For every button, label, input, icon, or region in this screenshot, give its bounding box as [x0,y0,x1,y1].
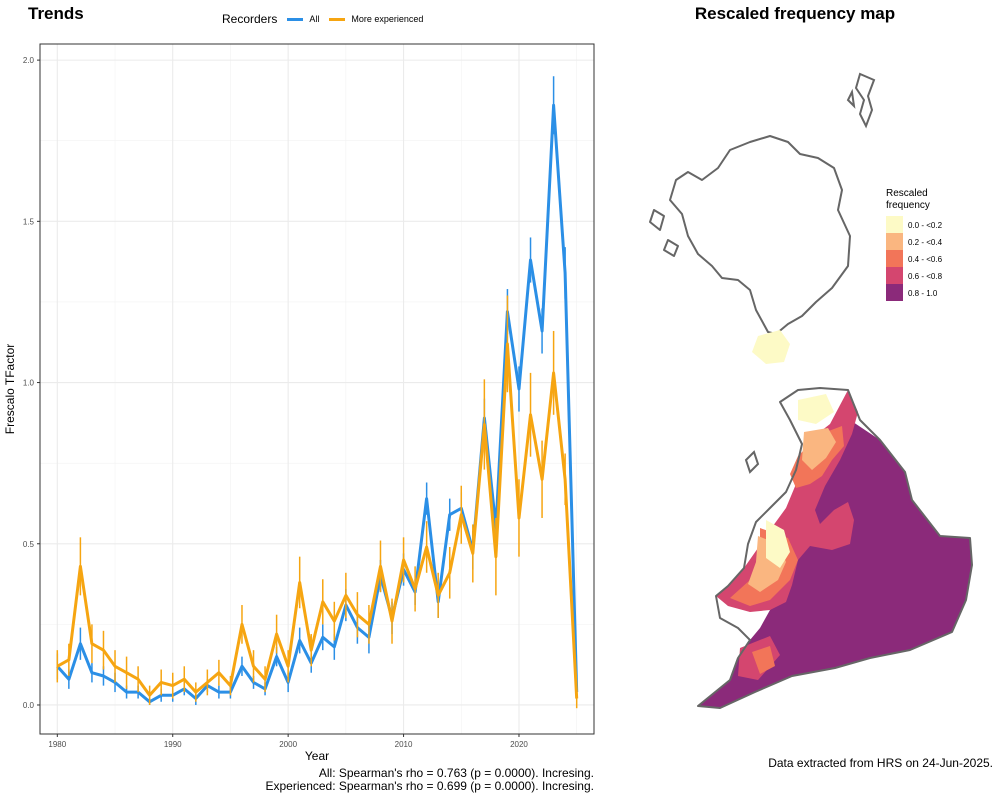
y-axis-label: Frescalo TFactor [3,344,17,434]
tick-label-x: 2020 [510,740,528,749]
map-legend-swatch [886,250,903,267]
series-line-experienced [56,342,579,699]
legend-title: Recorders [222,12,278,26]
map-legend-swatch [886,284,903,301]
spearman-stats: All: Spearman's rho = 0.763 (p = 0.0000)… [40,766,595,793]
legend-label-all: All [309,14,320,24]
map-legend-label: 0.0 - <0.2 [908,221,943,230]
map-legend-keys: 0.0 - <0.2 0.2 - <0.4 0.4 - <0.6 0.6 - <0.8… [886,216,943,301]
frequency-map: Rescaled frequency 0.0 - <0.20.2 - <0.40… [649,72,973,709]
scotland-outline [649,135,851,335]
recorders-legend: Recorders All More experienced [222,12,423,26]
data-source-note: Data extracted from HRS on 24-Jun-2025. [768,756,993,770]
trend-chart: 0.0 0.5 1.0 1.5 2.0 1980 1990 2000 2010 2020 Year F… [3,43,595,763]
map-legend-label: 0.8 - 1.0 [908,289,938,298]
plot-frame [39,43,595,735]
isle-of-man-outline [744,450,760,474]
map-legend-swatch [886,267,903,284]
x-axis-label: Year [305,749,329,763]
legend-key-all [287,17,304,21]
tick-label-x: 1990 [164,740,182,749]
tick-label-y: 2.0 [23,56,35,65]
england-wales-outline [697,387,973,709]
tick-label-y: 0.5 [23,540,35,549]
tick-label-y: 0.0 [23,701,35,710]
plot-panel [40,44,594,734]
stats-line-experienced: Experienced: Spearman's rho = 0.699 (p =… [265,779,595,793]
shetland-outline [846,72,876,129]
heat-region-0.8-1.0 [698,420,972,708]
map-legend: Rescaled frequency [886,188,930,211]
map-title: Rescaled frequency map [694,4,896,23]
stats-line-all: All: Spearman's rho = 0.763 (p = 0.0000)… [318,766,594,780]
map-legend-label: 0.6 - <0.8 [908,272,943,281]
map-legend-title: Rescaled [886,188,928,199]
map-legend-label: 0.4 - <0.6 [908,255,943,264]
tick-label-x: 1980 [48,740,66,749]
tick-label-y: 1.5 [23,217,35,226]
map-legend-label: 0.2 - <0.4 [908,238,943,247]
tick-label-x: 2000 [279,740,297,749]
legend-label-experienced: More experienced [351,14,424,24]
tick-label-x: 2010 [395,740,413,749]
heat-regions [698,330,972,708]
map-legend-title-line2: frequency [886,200,930,211]
heat-region-0.0-0.2 [752,330,834,568]
legend-key-experienced [329,17,346,21]
tick-label-y: 1.0 [23,379,35,388]
trends-title: Trends [28,4,84,23]
series-line-all [56,103,579,704]
map-legend-swatch [886,216,903,233]
map-legend-swatch [886,233,903,250]
